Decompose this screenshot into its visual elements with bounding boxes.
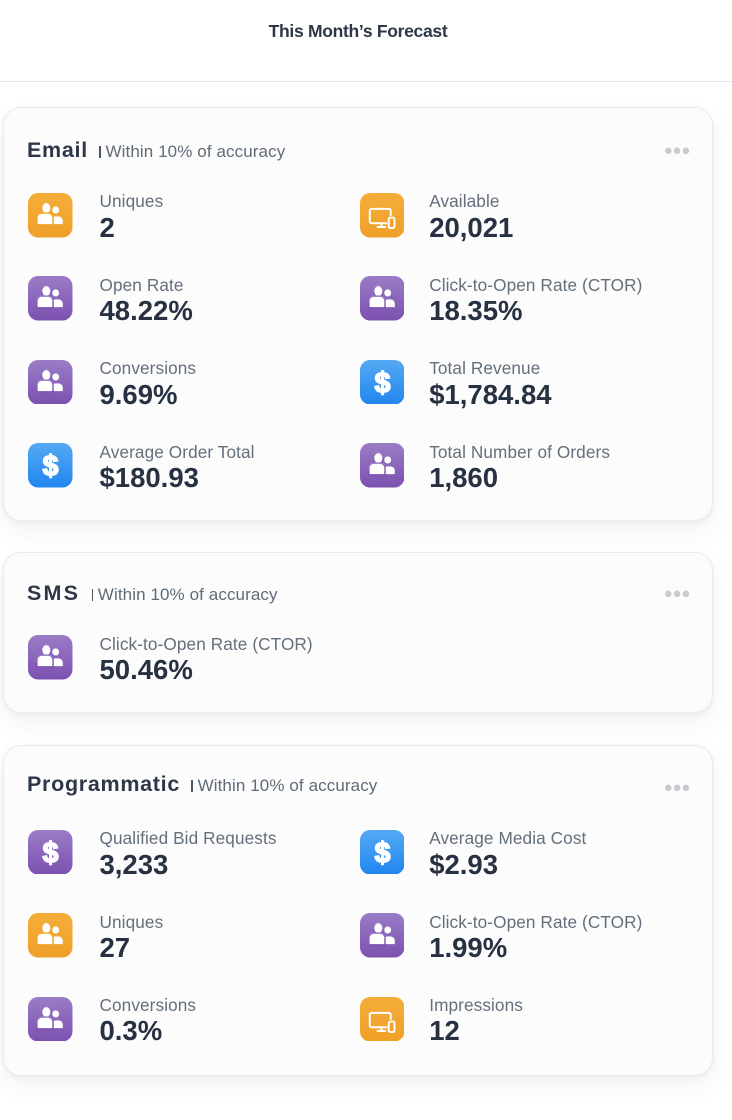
svg-text:$: $ — [43, 836, 59, 868]
svg-text:$: $ — [43, 450, 59, 482]
svg-text:$: $ — [374, 366, 390, 398]
svg-text:$: $ — [374, 836, 390, 868]
